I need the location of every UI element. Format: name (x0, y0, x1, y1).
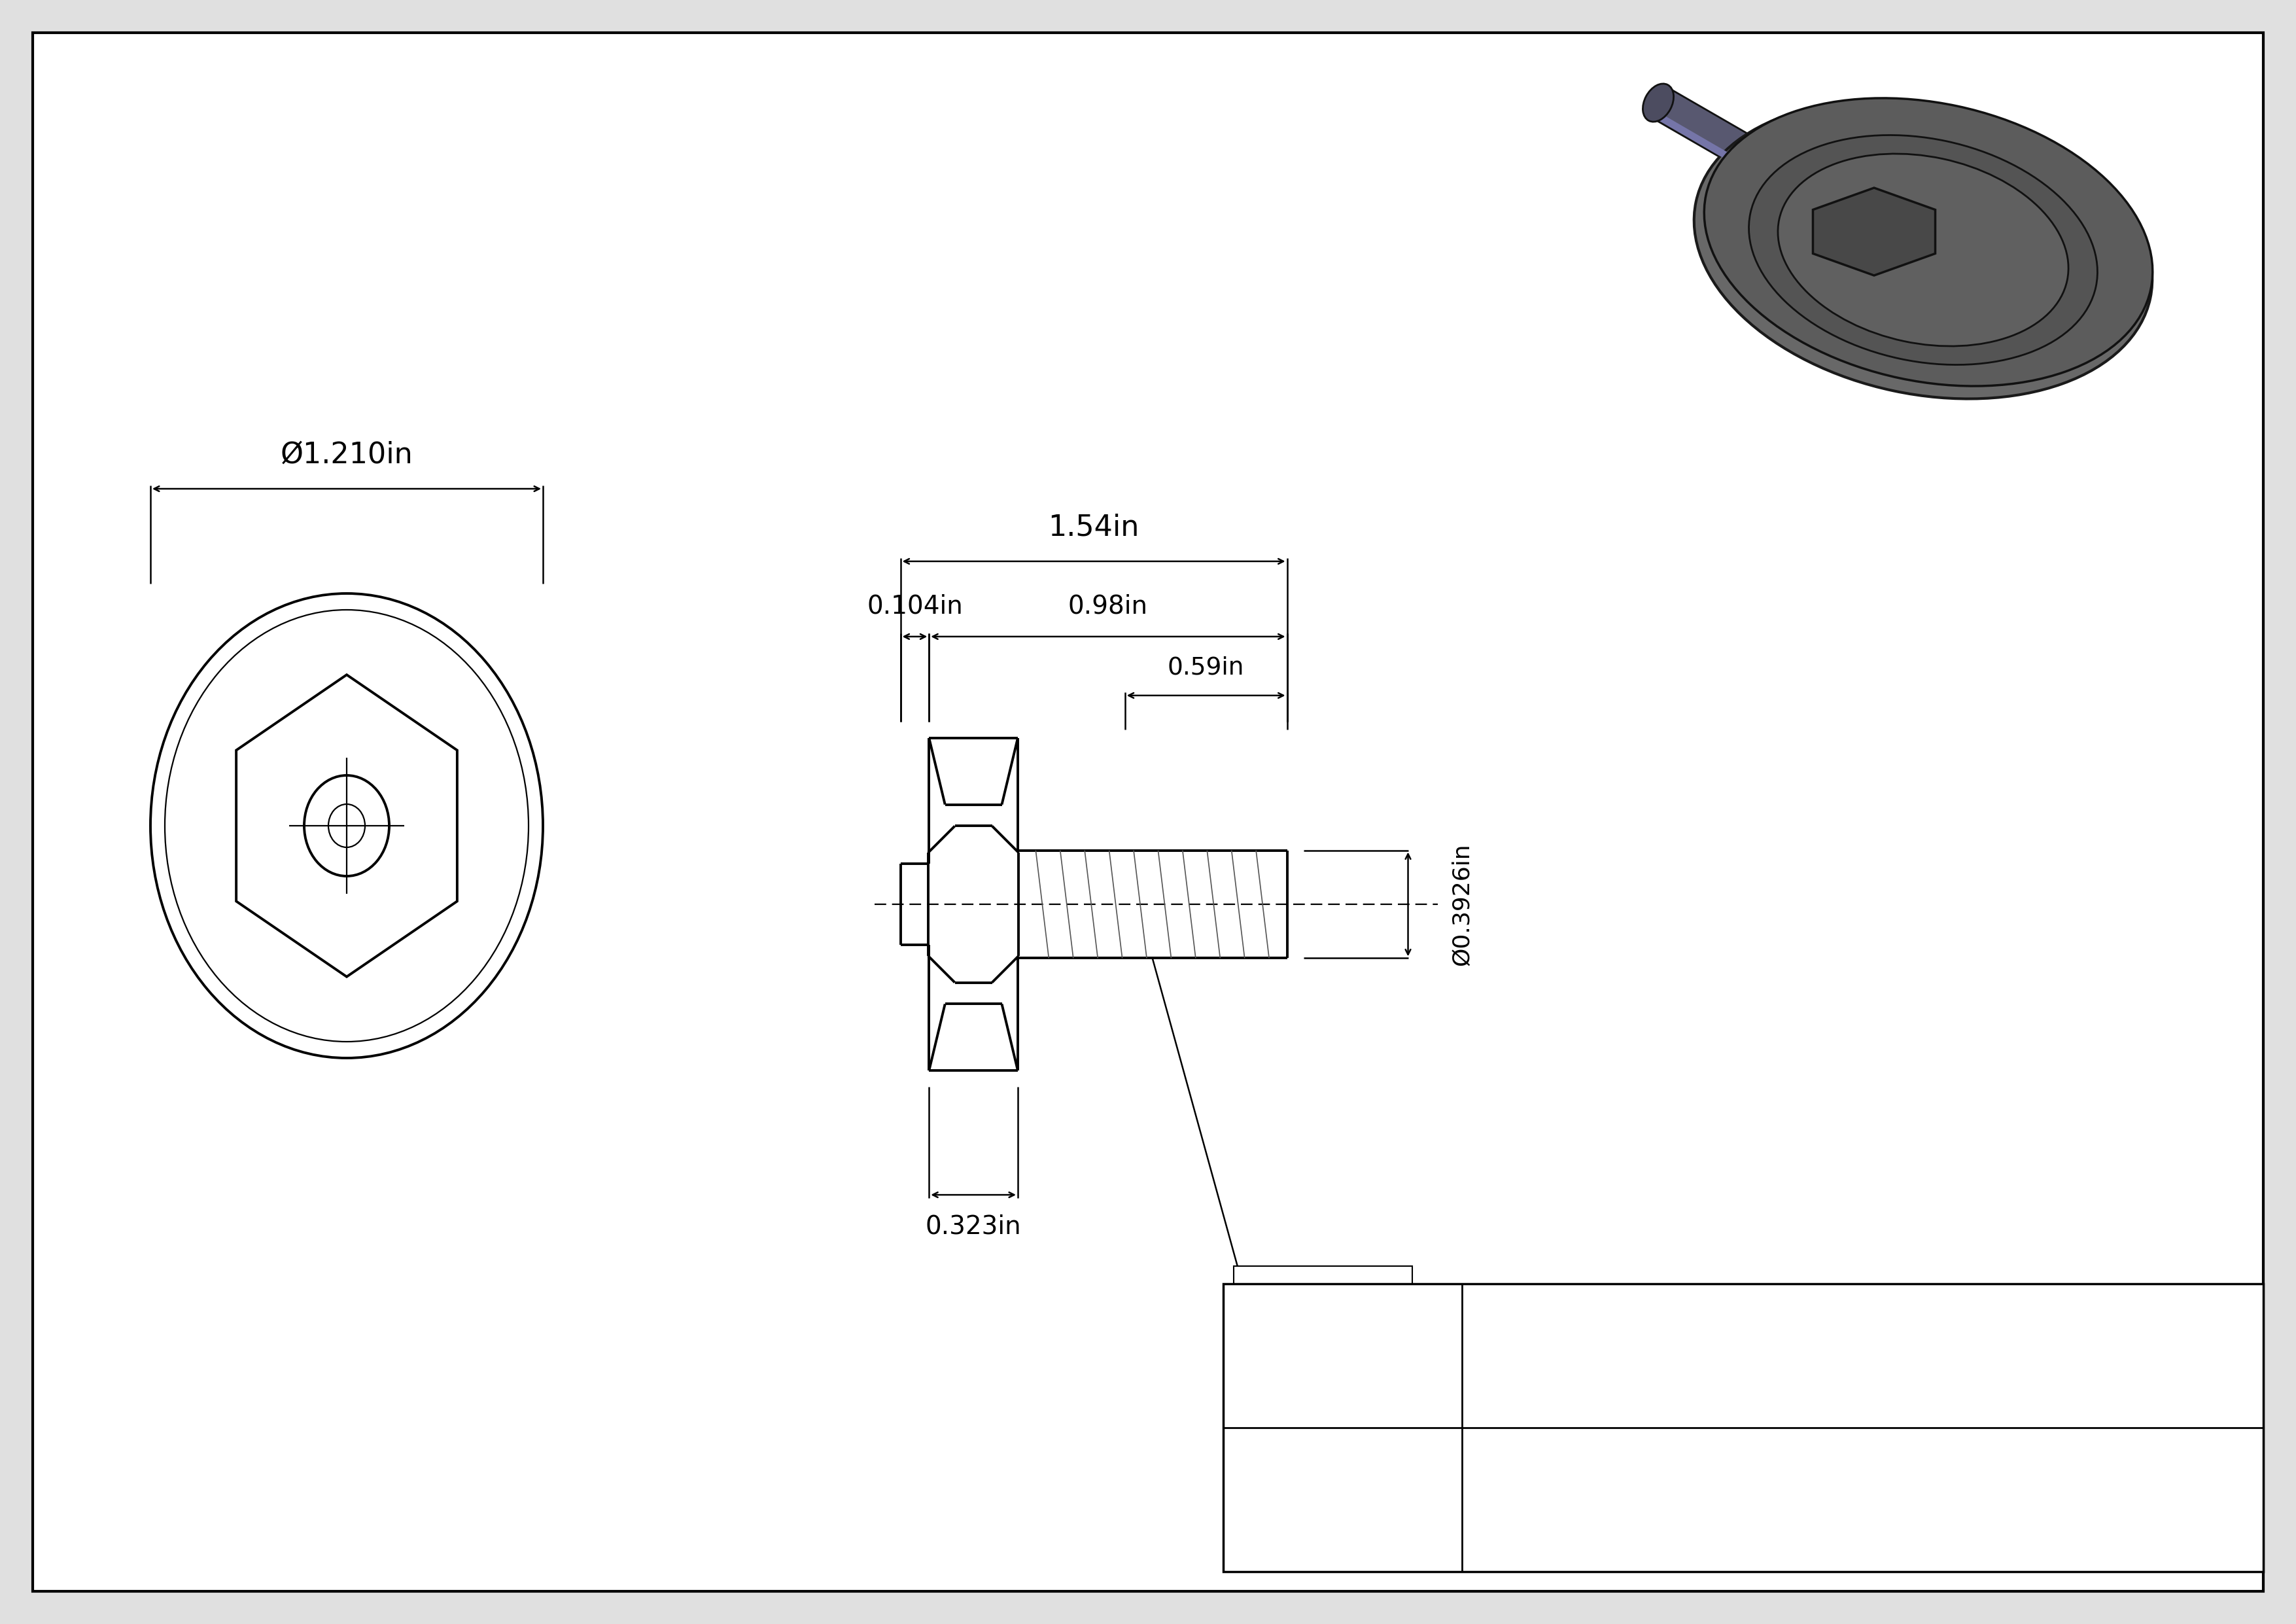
Text: LILY: LILY (1270, 1320, 1414, 1385)
Text: 0.323in: 0.323in (925, 1213, 1022, 1239)
Ellipse shape (1644, 84, 1674, 122)
Text: CXW Studded Guide Wheels: CXW Studded Guide Wheels (1708, 1518, 2016, 1540)
Text: CXWPXSC331: CXWPXSC331 (1759, 1449, 1968, 1476)
Text: 0.59in: 0.59in (1169, 656, 1244, 680)
FancyBboxPatch shape (1233, 1267, 1412, 1319)
Ellipse shape (1750, 135, 2099, 365)
Ellipse shape (1694, 101, 2151, 400)
Text: 1.54in: 1.54in (1049, 513, 1139, 541)
Text: Ø0.3926in: Ø0.3926in (1451, 843, 1472, 966)
Polygon shape (1814, 188, 1936, 276)
Bar (1224, 1283, 2264, 1572)
Text: Email: lilybearing@lily-bearing.com: Email: lilybearing@lily-bearing.com (1685, 1384, 2039, 1403)
Ellipse shape (165, 611, 528, 1041)
Ellipse shape (1704, 97, 2154, 387)
Polygon shape (1649, 88, 1846, 219)
Ellipse shape (303, 775, 390, 875)
Ellipse shape (152, 593, 542, 1057)
Text: Part
Number: Part Number (1297, 1476, 1387, 1523)
Ellipse shape (328, 804, 365, 848)
Text: Ø1.210in: Ø1.210in (280, 440, 413, 469)
Text: SHANGHAI LILY BEARING LIMITED: SHANGHAI LILY BEARING LIMITED (1632, 1320, 2094, 1345)
Polygon shape (236, 674, 457, 976)
Text: 0.104in: 0.104in (868, 594, 962, 619)
Text: ®: ® (1430, 1289, 1451, 1312)
Ellipse shape (1777, 154, 2069, 346)
Text: M10 x 1.5: M10 x 1.5 (1261, 1278, 1384, 1304)
Polygon shape (1646, 109, 1828, 213)
Text: 0.98in: 0.98in (1068, 594, 1148, 619)
